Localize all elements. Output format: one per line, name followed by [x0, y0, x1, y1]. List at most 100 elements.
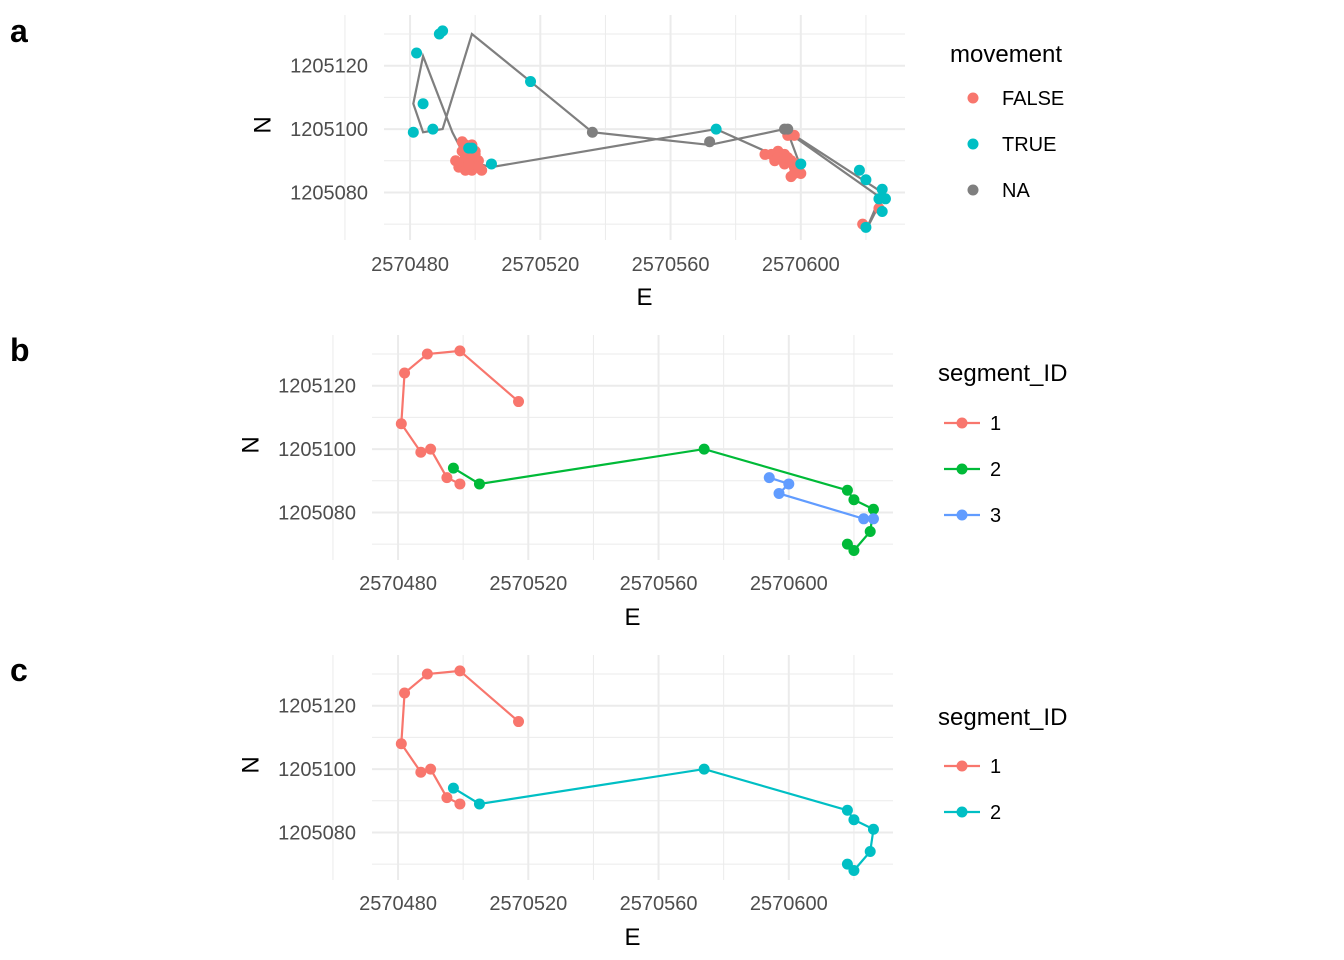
data-point [782, 123, 794, 135]
data-point [841, 804, 853, 816]
x-tick-label: 2570560 [620, 893, 698, 915]
legend-label: 1 [990, 413, 1001, 435]
legend-key-point [956, 760, 968, 772]
data-point [795, 158, 807, 170]
data-point [485, 158, 497, 170]
data-point [860, 221, 872, 233]
legend-keys-c [944, 760, 980, 818]
x-ticks-b: 2570480 2570520 2570560 2570600 [359, 573, 828, 595]
data-point [867, 503, 879, 515]
y-tick-label: 1205100 [278, 439, 356, 461]
data-point [841, 858, 853, 870]
x-tick-label: 2570520 [489, 573, 567, 595]
legend-label: FALSE [1002, 88, 1064, 110]
y-tick-label: 1205080 [290, 182, 368, 204]
data-point [698, 443, 710, 455]
legend-label: 1 [990, 756, 1001, 778]
legend-b: segment_ID 1 2 3 [938, 360, 1067, 527]
points-c [395, 665, 879, 876]
legend-title-a: movement [950, 41, 1062, 68]
legend-title-c: segment_ID [938, 704, 1067, 731]
data-point [876, 183, 888, 195]
data-point [454, 478, 466, 490]
data-point [841, 484, 853, 496]
track-path-a [412, 32, 884, 231]
data-point [473, 478, 485, 490]
panel-tag-c: c [10, 652, 28, 688]
y-tick-label: 1205120 [278, 376, 356, 398]
data-point [783, 478, 795, 490]
points-b [395, 345, 879, 556]
data-point [395, 738, 407, 750]
panel-a: a 2570480 2570520 2570560 2570600 120512… [10, 13, 1064, 311]
grid-b [332, 335, 893, 560]
data-point [421, 348, 433, 360]
data-point [421, 668, 433, 680]
x-tick-label: 2570480 [371, 254, 449, 276]
y-tick-label: 1205100 [278, 759, 356, 781]
panel-tag-a: a [10, 13, 28, 49]
data-point [399, 687, 411, 699]
y-tick-label: 1205080 [278, 502, 356, 524]
x-ticks-a: 2570480 2570520 2570560 2570600 [371, 254, 840, 276]
y-ticks-a: 1205120 1205100 1205080 [290, 56, 368, 205]
x-tick-label: 2570520 [489, 893, 567, 915]
data-point [867, 823, 879, 835]
legend-label: 3 [990, 505, 1001, 527]
legend-key-point [967, 92, 979, 104]
x-tick-label: 2570560 [620, 573, 698, 595]
data-point [879, 193, 891, 205]
x-axis-title-b: E [624, 604, 640, 631]
data-point [473, 798, 485, 810]
legend-label: 2 [990, 802, 1001, 824]
data-point [399, 367, 411, 379]
x-ticks-c: 2570480 2570520 2570560 2570600 [359, 893, 828, 915]
series-line-2 [452, 767, 875, 873]
legend-c: segment_ID 1 2 [938, 704, 1067, 824]
data-point [525, 76, 537, 88]
data-point [415, 446, 427, 458]
legend-label: NA [1002, 180, 1030, 202]
data-point [860, 174, 872, 186]
data-point [710, 123, 722, 135]
segment-lines-c [400, 669, 875, 873]
legend-a: movement FALSE TRUE NA [950, 41, 1064, 202]
panel-tag-b: b [10, 332, 30, 368]
data-point [848, 814, 860, 826]
data-point [864, 525, 876, 537]
data-point [853, 164, 865, 176]
y-tick-label: 1205100 [290, 119, 368, 141]
data-point [447, 782, 459, 794]
data-point [454, 665, 466, 677]
points-a [407, 25, 891, 233]
legend-label: TRUE [1002, 134, 1056, 156]
data-point [463, 158, 475, 170]
legend-keys-b [944, 417, 980, 521]
y-axis-title-c: N [237, 756, 264, 773]
data-point [411, 47, 423, 59]
legend-key-point [967, 184, 979, 196]
legend-label: 2 [990, 459, 1001, 481]
x-tick-label: 2570480 [359, 573, 437, 595]
data-point [788, 167, 800, 179]
data-point [395, 418, 407, 430]
legend-key-point [956, 417, 968, 429]
legend-key-point [967, 138, 979, 150]
data-point [447, 462, 459, 474]
legend-key-point [956, 509, 968, 521]
x-axis-title-a: E [636, 284, 652, 311]
data-point [698, 763, 710, 775]
data-point [513, 396, 525, 408]
data-point [437, 25, 449, 37]
data-point [425, 443, 437, 455]
x-tick-label: 2570480 [359, 893, 437, 915]
x-tick-label: 2570520 [501, 254, 579, 276]
data-point [864, 845, 876, 857]
data-point [773, 487, 785, 499]
series-line-2 [452, 447, 875, 553]
data-point [841, 538, 853, 550]
y-ticks-b: 1205120 1205100 1205080 [278, 376, 356, 525]
legend-key-point [956, 806, 968, 818]
data-point [407, 126, 419, 138]
